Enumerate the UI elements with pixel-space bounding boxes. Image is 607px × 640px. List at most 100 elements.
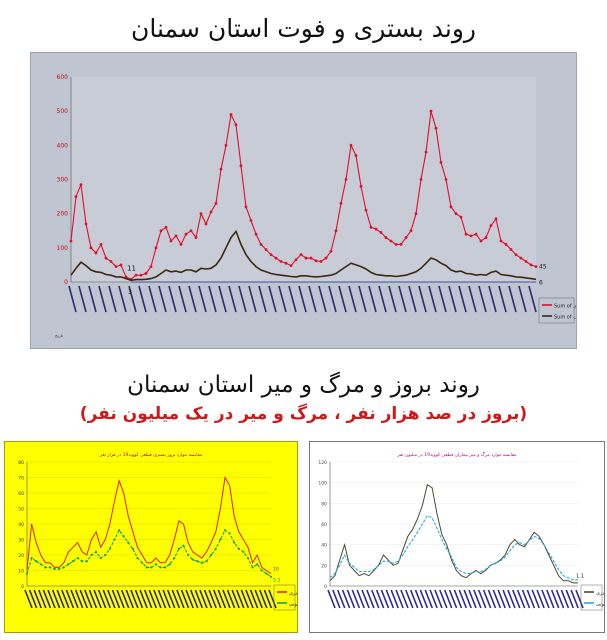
chart-white-svg: مقایسه موارد مرگ و میر بیماران قطعی کووی… — [318, 452, 604, 611]
data-point-1 — [119, 263, 123, 267]
series-line-2 — [329, 515, 578, 581]
data-point-2 — [269, 575, 273, 578]
x-tick-mark — [497, 589, 506, 609]
x-tick-mark — [199, 589, 208, 609]
mortality-chart: مقایسه موارد مرگ و میر بیماران قطعی کووی… — [309, 441, 605, 633]
data-point-2 — [210, 553, 213, 557]
data-point-1 — [424, 150, 428, 154]
x-tick-mark — [492, 589, 502, 609]
x-tick-mark — [78, 285, 87, 313]
x-tick-mark — [47, 589, 56, 609]
x-tick-mark — [395, 589, 404, 609]
x-tick-mark — [118, 285, 127, 313]
data-point-2 — [251, 566, 254, 569]
chart-top-svg: 0 100 200 300 400 500 600 Sum of بستری Sum of فو… — [55, 74, 576, 338]
x-tick-mark — [171, 589, 181, 609]
data-point-2 — [173, 557, 176, 560]
data-point-1 — [164, 225, 168, 229]
data-point-2 — [154, 563, 158, 566]
x-tick-mark — [178, 285, 187, 313]
x-tick-mark — [268, 589, 277, 609]
series-line-2 — [26, 529, 272, 578]
x-tick-mark — [61, 589, 70, 609]
x-tick-mark — [139, 589, 148, 609]
data-point-1 — [524, 260, 528, 263]
data-point-1 — [159, 229, 163, 233]
x-tick-mark — [226, 589, 236, 609]
x-tick-mark — [371, 589, 380, 609]
data-point-2 — [108, 547, 111, 550]
data-point-1 — [464, 232, 468, 236]
x-tick-mark — [405, 589, 414, 609]
data-point-2 — [242, 550, 245, 553]
legend-box — [538, 297, 575, 324]
y-tick-label: 80 — [321, 501, 327, 507]
x-tick-mark — [458, 589, 468, 609]
data-point-1 — [419, 178, 423, 181]
x-tick-mark — [168, 285, 177, 313]
data-point-1 — [469, 234, 473, 238]
x-tick-mark — [258, 285, 267, 313]
data-point-2 — [150, 566, 153, 569]
legend-box — [273, 584, 296, 611]
data-point-1 — [389, 239, 393, 243]
data-point-2 — [71, 560, 75, 563]
x-tick-mark — [518, 285, 527, 313]
data-point-1 — [309, 256, 313, 260]
x-tick-mark — [138, 285, 147, 313]
data-point-2 — [168, 563, 171, 566]
x-tick-mark — [555, 589, 565, 609]
x-tick-mark — [439, 589, 448, 609]
data-point-2 — [265, 572, 268, 575]
data-point-1 — [454, 212, 458, 216]
y-tick-label: 300 — [57, 177, 69, 184]
data-point-1 — [359, 184, 363, 188]
x-tick-mark — [128, 285, 137, 313]
x-tick-mark — [166, 589, 176, 609]
x-tick-mark — [385, 589, 395, 609]
legend-box — [580, 584, 603, 611]
x-tick-mark — [346, 589, 356, 609]
data-point-2 — [76, 557, 79, 560]
x-tick-mark — [84, 589, 93, 609]
data-point-2 — [30, 557, 33, 560]
data-point-1 — [199, 212, 203, 216]
x-tick-mark — [102, 589, 112, 609]
annotation-10: 10 — [273, 567, 279, 573]
incidence-chart: مقایسه موارد بروز بستری قطعی کووید19 در … — [4, 441, 298, 633]
data-point-2 — [164, 566, 167, 569]
x-tick-mark — [88, 589, 98, 609]
x-tick-mark — [531, 589, 540, 609]
legend-label: Sum of بستری — [554, 304, 576, 310]
x-tick-mark — [70, 589, 79, 609]
x-tick-mark — [245, 589, 254, 609]
y-tick-label: 40 — [18, 522, 24, 528]
data-point-1 — [214, 202, 218, 205]
x-tick-mark — [550, 589, 560, 609]
x-tick-mark — [453, 589, 463, 609]
data-point-1 — [259, 243, 263, 246]
data-point-1 — [104, 256, 108, 260]
plot-area — [71, 77, 536, 282]
data-point-2 — [205, 560, 208, 563]
data-point-1 — [139, 273, 143, 277]
data-point-2 — [53, 567, 56, 571]
data-point-2 — [233, 541, 236, 544]
top-title: روند بستری و فوت استان سمنان — [131, 14, 476, 43]
x-tick-mark — [116, 589, 125, 609]
data-point-2 — [58, 567, 61, 571]
annotation-6: 6 — [539, 279, 543, 286]
x-tick-mark — [570, 589, 579, 609]
data-point-1 — [244, 205, 248, 209]
chart-title: مقایسه موارد بروز بستری قطعی کووید19 در … — [99, 452, 203, 458]
data-point-2 — [219, 538, 222, 541]
data-point-1 — [344, 178, 348, 181]
y-tick-label: 40 — [321, 543, 327, 549]
data-point-1 — [444, 178, 448, 181]
x-tick-mark — [162, 589, 171, 609]
y-tick-label: 0 — [324, 584, 327, 590]
data-point-2 — [35, 560, 38, 563]
data-point-1 — [399, 243, 403, 246]
x-tick-mark — [120, 589, 130, 609]
x-tick-mark — [336, 589, 346, 609]
